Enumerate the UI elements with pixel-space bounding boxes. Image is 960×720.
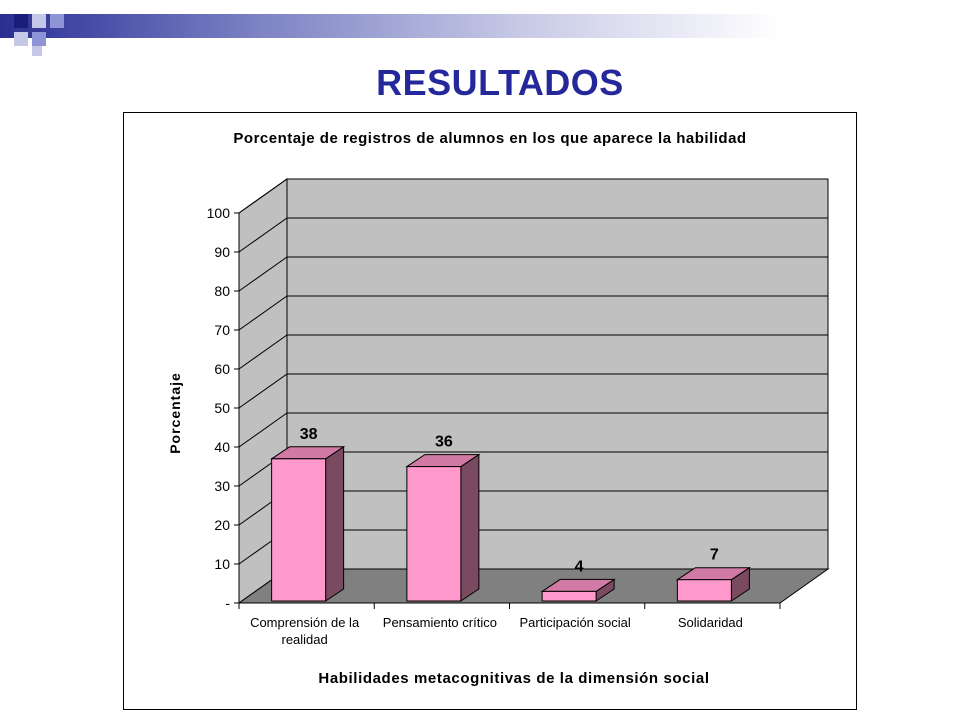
data-label: 4 xyxy=(575,558,584,575)
y-tick-label: 50 xyxy=(214,400,230,416)
gridline xyxy=(238,334,828,370)
bar xyxy=(676,579,732,602)
logo-square-mid-2 xyxy=(32,32,46,46)
chart-title: Porcentaje de registros de alumnos en lo… xyxy=(233,130,746,147)
data-label: 38 xyxy=(300,426,318,443)
x-tick-label: Pensamiento crítico xyxy=(383,615,497,630)
bar-side xyxy=(460,453,480,602)
gridline xyxy=(238,412,828,448)
data-label: 7 xyxy=(710,547,719,564)
logo-square-mid xyxy=(50,14,64,28)
x-axis-title: Habilidades metacognitivas de la dimensi… xyxy=(318,670,709,687)
bar xyxy=(406,466,462,602)
gridline xyxy=(238,217,828,253)
x-tick-label: Participación social xyxy=(519,615,630,630)
y-tick-label: 10 xyxy=(214,556,230,572)
x-tick-label: Comprensión de la realidad xyxy=(250,615,360,647)
y-tick-label: 70 xyxy=(214,322,230,338)
y-tick-label: 80 xyxy=(214,283,230,299)
data-label: 36 xyxy=(435,434,453,451)
gridline xyxy=(238,373,828,409)
y-tick-label: 30 xyxy=(214,478,230,494)
bar-side xyxy=(325,445,345,602)
slide-title: RESULTADOS xyxy=(376,62,624,103)
bar xyxy=(541,590,597,602)
bar xyxy=(271,458,327,602)
y-tick-label: 60 xyxy=(214,361,230,377)
chart-frame: - 10 20 30 40 50 60 70 80 90 100 38 Comprensión de l… xyxy=(123,112,857,710)
y-tick-label: - xyxy=(225,595,230,611)
header-gradient-band xyxy=(0,14,960,38)
y-tick-label: 90 xyxy=(214,244,230,260)
y-axis-title: Porcentaje xyxy=(167,372,183,454)
logo-square-light-3 xyxy=(32,46,42,56)
y-tick-label: 100 xyxy=(207,205,231,221)
gridline xyxy=(238,178,828,214)
logo-square-dark xyxy=(14,14,28,28)
y-tick-label: 20 xyxy=(214,517,230,533)
y-tick-label: 40 xyxy=(214,439,230,455)
gridline xyxy=(238,256,828,292)
logo-square-light-2 xyxy=(14,32,28,46)
logo-square-light xyxy=(32,14,46,28)
x-tick-label: Solidaridad xyxy=(678,615,743,630)
bar-chart: - 10 20 30 40 50 60 70 80 90 100 38 Comprensión de l… xyxy=(167,130,830,687)
gridline xyxy=(238,295,828,331)
